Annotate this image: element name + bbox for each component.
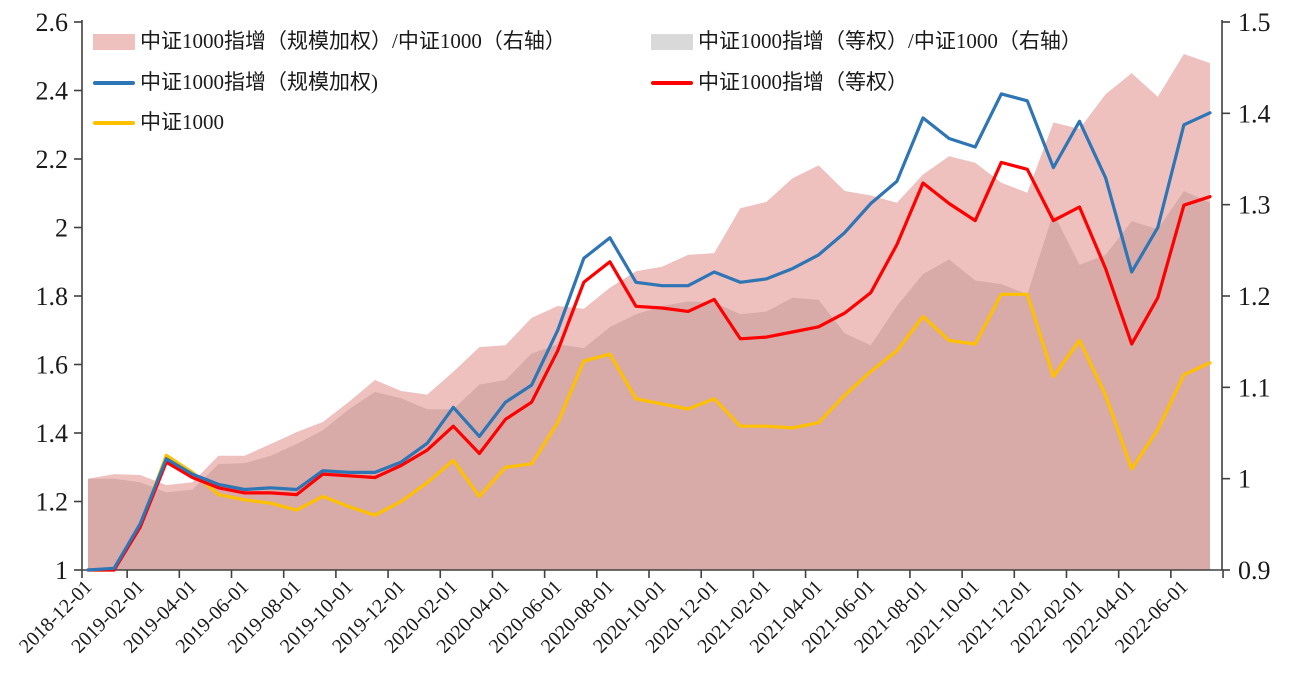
left-axis-label: 2 (55, 214, 68, 243)
area-series (88, 54, 1210, 570)
left-axis-label: 1 (55, 556, 68, 585)
legend-item-enhanced-size-weighted: 中证1000指增（规模加权) (93, 72, 378, 93)
left-axis-label: 2.4 (36, 77, 69, 106)
legend-item-enhanced-equal-weighted: 中证1000指增（等权） (651, 72, 908, 93)
legend-item-ratio-equal-weighted: 中证1000指增（等权）/中证1000（右轴） (651, 31, 1082, 52)
gray-area-swatch (651, 33, 693, 50)
left-axis-label: 2.2 (36, 145, 69, 174)
left-axis-label: 1.6 (36, 351, 69, 380)
left-axis-label: 1.2 (36, 488, 69, 517)
right-axis-label: 1.1 (1238, 373, 1271, 402)
red-line-swatch (651, 80, 693, 85)
right-axis-label: 1.5 (1238, 8, 1271, 37)
left-axis-label: 2.6 (36, 8, 69, 37)
left-axis-label: 1.4 (36, 419, 69, 448)
legend-label: 中证1000指增（等权）/中证1000（右轴） (698, 29, 1082, 53)
line-series (86, 160, 1212, 572)
legend-label: 中证1000 (140, 110, 224, 134)
line-series (86, 92, 1212, 572)
right-axis-label: 1.4 (1238, 99, 1271, 128)
legend-item-ratio-size-weighted: 中证1000指增（规模加权）/中证1000（右轴） (93, 31, 566, 52)
legend-label: 中证1000指增（规模加权）/中证1000（右轴） (140, 29, 566, 53)
yellow-line-swatch (93, 120, 135, 125)
legend-item-csi1000: 中证1000 (93, 112, 224, 133)
right-axis-label: 1.2 (1238, 282, 1271, 311)
area-series (88, 191, 1210, 570)
legend-label: 中证1000指增（等权） (698, 70, 908, 94)
blue-line-swatch (93, 80, 135, 85)
line-series (86, 292, 1212, 572)
right-axis-label: 1.3 (1238, 191, 1271, 220)
left-axis-label: 1.8 (36, 282, 69, 311)
legend-label: 中证1000指增（规模加权) (140, 70, 378, 94)
right-axis-label: 1 (1238, 465, 1251, 494)
pink-area-swatch (93, 33, 135, 50)
right-axis-label: 0.9 (1238, 556, 1271, 585)
